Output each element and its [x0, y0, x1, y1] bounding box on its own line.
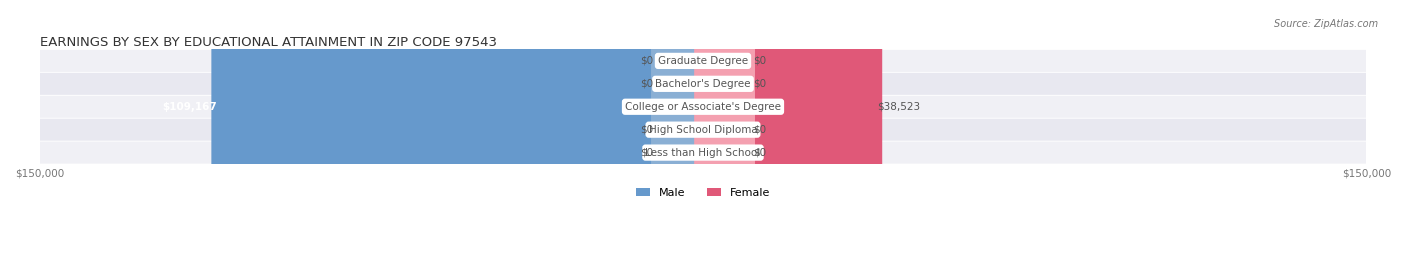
FancyBboxPatch shape — [695, 0, 755, 268]
FancyBboxPatch shape — [695, 0, 755, 268]
Legend: Male, Female: Male, Female — [631, 183, 775, 202]
FancyBboxPatch shape — [39, 96, 1367, 118]
FancyBboxPatch shape — [651, 0, 711, 268]
Text: $0: $0 — [752, 125, 766, 135]
FancyBboxPatch shape — [695, 0, 755, 268]
Text: College or Associate's Degree: College or Associate's Degree — [626, 102, 780, 112]
FancyBboxPatch shape — [651, 0, 711, 268]
Text: $0: $0 — [752, 148, 766, 158]
Text: $0: $0 — [640, 79, 654, 89]
FancyBboxPatch shape — [39, 73, 1367, 95]
Text: Less than High School: Less than High School — [645, 148, 761, 158]
Text: $38,523: $38,523 — [877, 102, 920, 112]
FancyBboxPatch shape — [651, 0, 711, 268]
Text: $0: $0 — [640, 125, 654, 135]
Text: Graduate Degree: Graduate Degree — [658, 56, 748, 66]
Text: EARNINGS BY SEX BY EDUCATIONAL ATTAINMENT IN ZIP CODE 97543: EARNINGS BY SEX BY EDUCATIONAL ATTAINMEN… — [39, 36, 496, 49]
FancyBboxPatch shape — [695, 0, 882, 268]
FancyBboxPatch shape — [39, 50, 1367, 72]
Text: Bachelor's Degree: Bachelor's Degree — [655, 79, 751, 89]
FancyBboxPatch shape — [39, 119, 1367, 141]
FancyBboxPatch shape — [695, 0, 755, 268]
Text: $0: $0 — [752, 56, 766, 66]
Text: $109,167: $109,167 — [162, 102, 217, 112]
FancyBboxPatch shape — [211, 0, 711, 268]
Text: High School Diploma: High School Diploma — [648, 125, 758, 135]
Text: Source: ZipAtlas.com: Source: ZipAtlas.com — [1274, 19, 1378, 29]
FancyBboxPatch shape — [39, 142, 1367, 163]
FancyBboxPatch shape — [651, 0, 711, 268]
Text: $0: $0 — [640, 148, 654, 158]
Text: $0: $0 — [640, 56, 654, 66]
Text: $0: $0 — [752, 79, 766, 89]
